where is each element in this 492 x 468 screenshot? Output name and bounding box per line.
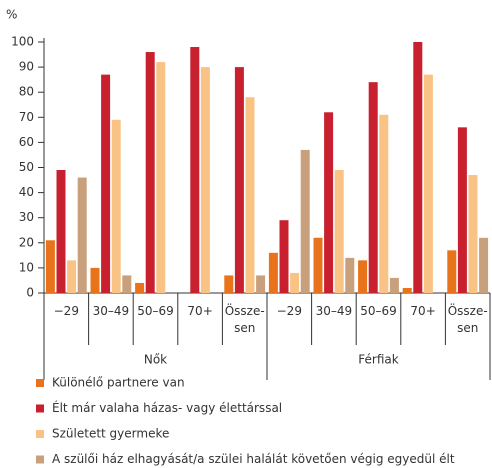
bar bbox=[358, 260, 368, 293]
bar bbox=[379, 114, 389, 293]
x-tick-label: −29 bbox=[53, 304, 79, 318]
bar bbox=[145, 52, 155, 293]
x-tick-label: 30–49 bbox=[92, 304, 130, 318]
legend-label: Élt már valaha házas- vagy élettárssal bbox=[52, 400, 282, 415]
x-tick-label: 30–49 bbox=[315, 304, 353, 318]
y-tick-label: 0 bbox=[26, 286, 34, 300]
x-tick-label: 50–69 bbox=[360, 304, 397, 318]
y-tick-label: 100 bbox=[11, 35, 34, 49]
bar bbox=[156, 62, 166, 293]
bar bbox=[389, 277, 399, 293]
bar bbox=[245, 97, 255, 293]
legend-label: Született gyermeke bbox=[52, 427, 169, 441]
legend-label: A szülői ház elhagyását/a szülei halálát… bbox=[52, 452, 455, 466]
bar bbox=[345, 257, 355, 293]
legend-swatch bbox=[36, 430, 44, 438]
y-tick-label: 80 bbox=[19, 85, 34, 99]
legend-swatch bbox=[36, 379, 44, 387]
bar bbox=[447, 250, 457, 293]
y-tick-label: 30 bbox=[19, 210, 34, 224]
bar bbox=[122, 275, 132, 293]
bar bbox=[413, 42, 423, 293]
bar bbox=[423, 74, 433, 293]
bar bbox=[67, 260, 77, 293]
bar bbox=[190, 47, 200, 293]
bar bbox=[300, 149, 310, 293]
bar bbox=[290, 272, 300, 293]
x-tick-label: 70+ bbox=[410, 304, 436, 318]
bar bbox=[268, 252, 278, 293]
y-axis-label: % bbox=[6, 8, 17, 22]
x-tick-label: 70+ bbox=[187, 304, 213, 318]
bar bbox=[45, 240, 55, 293]
x-tick-label: Össze- sen bbox=[447, 304, 488, 335]
bar bbox=[479, 237, 489, 293]
bar bbox=[200, 67, 210, 293]
bar bbox=[90, 267, 100, 293]
bar bbox=[256, 275, 266, 293]
bar bbox=[402, 287, 412, 293]
bar bbox=[457, 127, 467, 293]
bar bbox=[56, 170, 66, 293]
x-tick-label: 50–69 bbox=[137, 304, 174, 318]
bar bbox=[234, 67, 244, 293]
group-label: Nők bbox=[144, 353, 167, 367]
bar bbox=[334, 170, 344, 293]
y-tick-label: 10 bbox=[19, 260, 34, 274]
bar bbox=[101, 74, 111, 293]
bar bbox=[468, 175, 478, 293]
bar bbox=[324, 112, 334, 293]
bar bbox=[77, 177, 87, 293]
bar bbox=[313, 237, 323, 293]
bar bbox=[224, 275, 234, 293]
y-tick-label: 70 bbox=[19, 110, 34, 124]
bar bbox=[135, 282, 145, 293]
y-tick-label: 40 bbox=[19, 185, 34, 199]
y-tick-label: 60 bbox=[19, 135, 34, 149]
bar bbox=[279, 220, 289, 293]
x-tick-label: −29 bbox=[276, 304, 302, 318]
group-label: Férfiak bbox=[358, 353, 398, 367]
y-tick-label: 20 bbox=[19, 235, 34, 249]
x-tick-label: Össze- sen bbox=[224, 304, 265, 335]
y-tick-label: 90 bbox=[19, 60, 34, 74]
bar bbox=[111, 119, 121, 293]
legend-swatch bbox=[36, 404, 44, 413]
legend-swatch bbox=[36, 455, 44, 464]
legend-label: Különélő partnere van bbox=[52, 376, 185, 390]
y-tick-label: 50 bbox=[19, 160, 34, 174]
bar bbox=[368, 82, 378, 293]
